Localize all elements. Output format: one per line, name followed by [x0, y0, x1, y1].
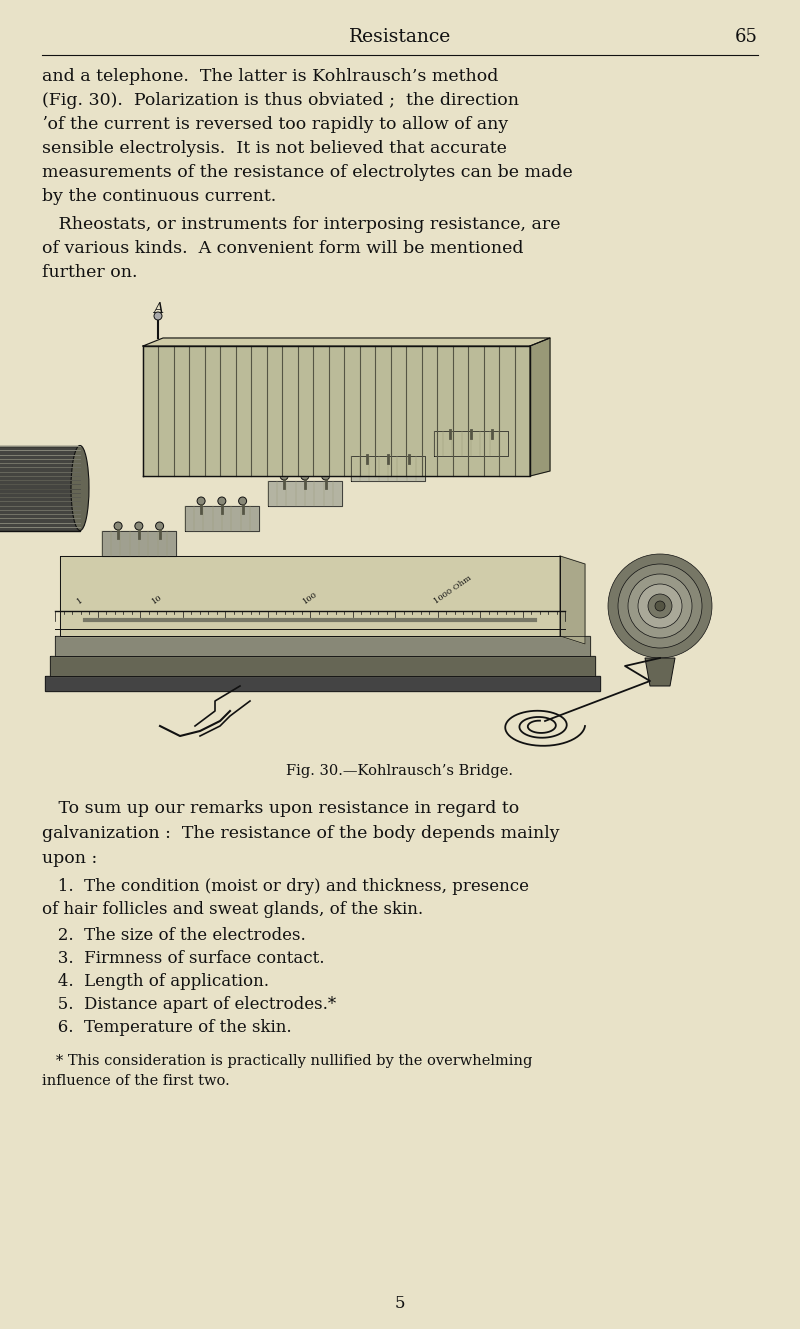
Polygon shape: [434, 431, 508, 456]
Text: 2.  The size of the electrodes.: 2. The size of the electrodes.: [42, 928, 306, 944]
Polygon shape: [102, 532, 176, 556]
Circle shape: [655, 601, 665, 611]
Circle shape: [154, 312, 162, 320]
Circle shape: [197, 497, 205, 505]
Text: ʼof the current is reversed too rapidly to allow of any: ʼof the current is reversed too rapidly …: [42, 116, 508, 133]
Circle shape: [648, 594, 672, 618]
Ellipse shape: [71, 445, 89, 530]
Text: 5.  Distance apart of electrodes.*: 5. Distance apart of electrodes.*: [42, 995, 336, 1013]
Text: upon :: upon :: [42, 851, 98, 867]
Circle shape: [114, 522, 122, 530]
Circle shape: [608, 554, 712, 658]
Text: To sum up our remarks upon resistance in regard to: To sum up our remarks upon resistance in…: [42, 800, 519, 817]
Text: galvanization :  The resistance of the body depends mainly: galvanization : The resistance of the bo…: [42, 825, 560, 843]
Polygon shape: [267, 481, 342, 506]
Text: 1.  The condition (moist or dry) and thickness, presence: 1. The condition (moist or dry) and thic…: [42, 878, 529, 894]
Polygon shape: [185, 506, 259, 532]
Polygon shape: [143, 338, 550, 346]
Text: * This consideration is practically nullified by the overwhelming: * This consideration is practically null…: [42, 1054, 532, 1069]
Circle shape: [405, 447, 413, 455]
Circle shape: [155, 522, 163, 530]
Text: Fig. 30.—Kohlrausch’s Bridge.: Fig. 30.—Kohlrausch’s Bridge.: [286, 764, 514, 777]
Circle shape: [628, 574, 692, 638]
Text: influence of the first two.: influence of the first two.: [42, 1074, 230, 1088]
Polygon shape: [50, 657, 595, 676]
Text: 3.  Firmness of surface contact.: 3. Firmness of surface contact.: [42, 950, 325, 968]
Text: further on.: further on.: [42, 264, 138, 280]
Circle shape: [135, 522, 143, 530]
Circle shape: [446, 423, 454, 431]
Polygon shape: [143, 346, 530, 476]
Polygon shape: [645, 658, 675, 686]
Polygon shape: [60, 556, 560, 637]
Text: of hair follicles and sweat glands, of the skin.: of hair follicles and sweat glands, of t…: [42, 901, 423, 918]
Text: 4.  Length of application.: 4. Length of application.: [42, 973, 269, 990]
Text: Rheostats, or instruments for interposing resistance, are: Rheostats, or instruments for interposin…: [42, 217, 561, 233]
Text: measurements of the resistance of electrolytes can be made: measurements of the resistance of electr…: [42, 163, 573, 181]
Text: 1000 Ohm: 1000 Ohm: [433, 574, 473, 606]
Text: 10: 10: [150, 593, 164, 606]
Circle shape: [301, 472, 309, 480]
Text: by the continuous current.: by the continuous current.: [42, 187, 276, 205]
Text: and a telephone.  The latter is Kohlrausch’s method: and a telephone. The latter is Kohlrausc…: [42, 68, 498, 85]
Polygon shape: [55, 637, 590, 657]
Circle shape: [218, 497, 226, 505]
Circle shape: [467, 423, 475, 431]
Text: 5: 5: [394, 1294, 406, 1312]
Circle shape: [638, 583, 682, 629]
Text: sensible electrolysis.  It is not believed that accurate: sensible electrolysis. It is not believe…: [42, 140, 507, 157]
Polygon shape: [530, 338, 550, 476]
Circle shape: [618, 563, 702, 649]
Circle shape: [363, 447, 371, 455]
Text: 1: 1: [76, 597, 85, 606]
Circle shape: [488, 423, 496, 431]
Text: of various kinds.  A convenient form will be mentioned: of various kinds. A convenient form will…: [42, 241, 523, 256]
Text: (Fig. 30).  Polarization is thus obviated ;  the direction: (Fig. 30). Polarization is thus obviated…: [42, 92, 519, 109]
Circle shape: [280, 472, 288, 480]
Circle shape: [322, 472, 330, 480]
Text: 65: 65: [735, 28, 758, 47]
Bar: [0, 447, 80, 532]
Text: 100: 100: [302, 590, 318, 606]
Polygon shape: [560, 556, 585, 645]
Text: 6.  Temperature of the skin.: 6. Temperature of the skin.: [42, 1019, 292, 1037]
Polygon shape: [350, 456, 426, 481]
Circle shape: [384, 447, 392, 455]
Polygon shape: [45, 676, 600, 691]
Text: A: A: [153, 302, 163, 316]
Text: Resistance: Resistance: [349, 28, 451, 47]
Circle shape: [238, 497, 246, 505]
